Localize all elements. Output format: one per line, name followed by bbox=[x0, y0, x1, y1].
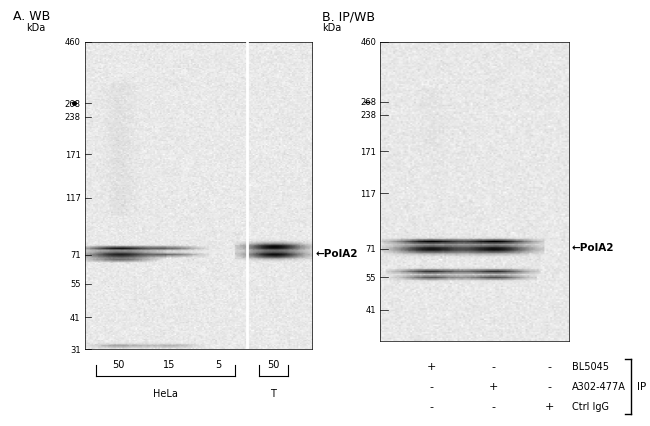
Text: 71: 71 bbox=[70, 250, 81, 259]
Text: 50: 50 bbox=[267, 359, 280, 368]
Text: 238: 238 bbox=[360, 111, 376, 120]
Text: 117: 117 bbox=[65, 194, 81, 203]
Text: B. IP/WB: B. IP/WB bbox=[322, 11, 375, 23]
Text: -: - bbox=[429, 401, 433, 412]
Text: 50: 50 bbox=[112, 359, 125, 368]
Text: +: + bbox=[489, 381, 498, 391]
Text: IP: IP bbox=[637, 381, 646, 391]
Text: -: - bbox=[491, 361, 495, 371]
Text: kDa: kDa bbox=[26, 23, 46, 33]
Text: 460: 460 bbox=[361, 38, 376, 47]
Text: -: - bbox=[429, 381, 433, 391]
Text: 5: 5 bbox=[216, 359, 222, 368]
Text: kDa: kDa bbox=[322, 23, 341, 33]
Text: ←PolA2: ←PolA2 bbox=[315, 248, 358, 259]
Text: -: - bbox=[491, 401, 495, 412]
Text: 171: 171 bbox=[361, 147, 376, 156]
Text: A302-477A: A302-477A bbox=[572, 381, 626, 391]
Text: -: - bbox=[548, 381, 552, 391]
Text: 268: 268 bbox=[360, 98, 376, 107]
Text: +: + bbox=[545, 401, 554, 412]
Text: A. WB: A. WB bbox=[13, 11, 50, 23]
Text: 31: 31 bbox=[70, 345, 81, 354]
Text: T: T bbox=[270, 389, 276, 398]
Text: 15: 15 bbox=[162, 359, 175, 368]
Text: ←PolA2: ←PolA2 bbox=[572, 243, 614, 253]
Text: HeLa: HeLa bbox=[153, 389, 178, 398]
Text: Ctrl IgG: Ctrl IgG bbox=[572, 401, 609, 412]
Text: BL5045: BL5045 bbox=[572, 361, 609, 371]
Text: -: - bbox=[548, 361, 552, 371]
Text: 171: 171 bbox=[65, 151, 81, 160]
Text: 55: 55 bbox=[366, 273, 376, 282]
Text: 41: 41 bbox=[70, 313, 81, 322]
Text: 460: 460 bbox=[65, 38, 81, 47]
Text: 238: 238 bbox=[64, 113, 81, 122]
Text: 55: 55 bbox=[70, 279, 81, 288]
Text: +: + bbox=[426, 361, 436, 371]
Text: 268: 268 bbox=[64, 100, 81, 109]
Text: 41: 41 bbox=[366, 305, 376, 314]
Text: 117: 117 bbox=[361, 190, 376, 199]
Text: 71: 71 bbox=[366, 245, 376, 253]
